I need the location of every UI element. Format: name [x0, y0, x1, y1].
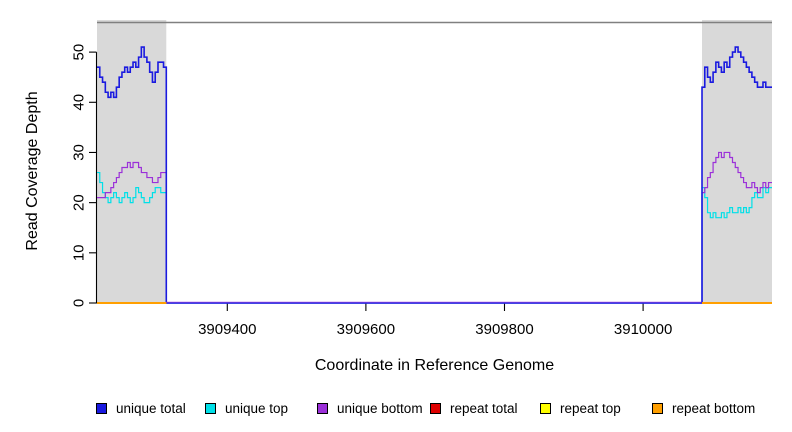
legend-item-repeat-bottom: repeat bottom: [652, 401, 755, 416]
shaded-region: [97, 20, 167, 303]
unique-top-swatch-icon: [205, 403, 216, 414]
legend-label: repeat total: [450, 401, 518, 416]
x-tick-label: 3909400: [198, 321, 256, 338]
repeat-total-swatch-icon: [430, 403, 441, 414]
repeat-bottom-swatch-icon: [652, 403, 663, 414]
y-tick-label: 20: [71, 194, 88, 211]
legend-label: repeat bottom: [672, 401, 756, 416]
y-axis: 0 10 20 30 40 50: [71, 44, 98, 307]
y-tick-label: 40: [71, 94, 88, 111]
x-tick-label: 3910000: [614, 321, 672, 338]
legend-item-unique-top: unique top: [205, 401, 288, 416]
x-axis: 3909400 3909600 3909800 3910000: [198, 303, 672, 338]
unique-bottom-swatch-icon: [317, 403, 328, 414]
series-unique-total: [97, 46, 772, 304]
unique-total-swatch-icon: [96, 403, 107, 414]
shaded-regions: [97, 20, 772, 303]
y-axis-title: Read Coverage Depth: [24, 91, 41, 251]
legend-label: unique bottom: [337, 401, 423, 416]
legend-item-repeat-top: repeat top: [540, 401, 621, 416]
y-tick-label: 0: [71, 299, 88, 307]
y-tick-label: 50: [71, 44, 88, 61]
legend-item-unique-bottom: unique bottom: [317, 401, 423, 416]
legend-label: unique total: [116, 401, 186, 416]
legend-item-unique-total: unique total: [96, 401, 186, 416]
legend-label: unique top: [225, 401, 289, 416]
legend-item-repeat-total: repeat total: [430, 401, 518, 416]
x-tick-label: 3909600: [337, 321, 395, 338]
series-unique-bottom: [97, 151, 772, 304]
shaded-region: [702, 20, 772, 303]
x-axis-title: Coordinate in Reference Genome: [314, 357, 555, 374]
repeat-top-swatch-icon: [540, 403, 551, 414]
legend-label: repeat top: [560, 401, 621, 416]
y-tick-label: 30: [71, 144, 88, 161]
series-unique-top: [97, 171, 772, 304]
x-tick-label: 3909800: [475, 321, 533, 338]
y-tick-label: 10: [71, 244, 88, 261]
